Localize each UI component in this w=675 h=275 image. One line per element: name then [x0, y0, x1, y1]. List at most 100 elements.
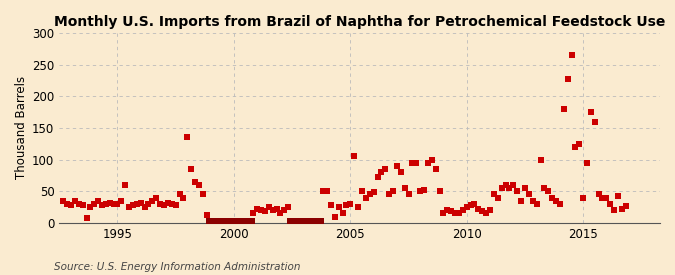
Point — [531, 202, 542, 206]
Point — [229, 221, 240, 225]
Point — [178, 195, 189, 200]
Point — [516, 199, 526, 203]
Point — [543, 189, 554, 193]
Point — [73, 202, 84, 206]
Point — [558, 107, 569, 111]
Point — [605, 202, 616, 206]
Point — [170, 203, 181, 207]
Point — [477, 209, 488, 214]
Point — [151, 195, 162, 200]
Point — [112, 202, 123, 206]
Point — [356, 189, 367, 193]
Title: Monthly U.S. Imports from Brazil of Naphtha for Petrochemical Feedstock Use: Monthly U.S. Imports from Brazil of Naph… — [54, 15, 666, 29]
Point — [508, 183, 518, 187]
Point — [244, 221, 255, 225]
Point — [582, 161, 593, 165]
Point — [159, 203, 169, 207]
Point — [372, 175, 383, 180]
Point — [182, 135, 193, 140]
Point — [105, 200, 115, 205]
Point — [136, 200, 146, 205]
Point — [119, 183, 130, 187]
Point — [325, 203, 336, 207]
Point — [554, 202, 565, 206]
Point — [562, 76, 573, 81]
Point — [302, 221, 313, 225]
Point — [589, 119, 600, 124]
Point — [423, 161, 433, 165]
Point — [92, 199, 103, 203]
Point — [166, 202, 177, 206]
Point — [535, 157, 546, 162]
Point — [349, 154, 360, 159]
Point — [190, 180, 200, 184]
Point — [132, 202, 142, 206]
Point — [70, 199, 80, 203]
Point — [338, 211, 348, 216]
Point — [387, 189, 398, 193]
Point — [352, 205, 363, 209]
Point — [384, 192, 395, 197]
Point — [473, 207, 484, 211]
Point — [465, 203, 476, 207]
Point — [221, 221, 232, 225]
Point — [520, 186, 531, 190]
Text: Source: U.S. Energy Information Administration: Source: U.S. Energy Information Administ… — [54, 262, 300, 272]
Point — [566, 53, 577, 57]
Point — [574, 142, 585, 146]
Point — [341, 203, 352, 207]
Point — [186, 167, 196, 171]
Point — [209, 221, 220, 225]
Point — [236, 221, 247, 225]
Point — [399, 186, 410, 190]
Point — [97, 203, 107, 207]
Point — [263, 205, 274, 209]
Point — [267, 208, 278, 212]
Point — [275, 211, 286, 216]
Point — [450, 211, 460, 216]
Point — [620, 204, 631, 208]
Point — [217, 221, 227, 225]
Point — [333, 205, 344, 209]
Point — [116, 199, 127, 203]
Point — [431, 167, 441, 171]
Point — [613, 194, 624, 199]
Point — [597, 195, 608, 200]
Point — [504, 186, 515, 190]
Point — [601, 195, 612, 200]
Point — [396, 170, 406, 174]
Point — [461, 205, 472, 209]
Point — [271, 207, 282, 211]
Point — [329, 214, 340, 219]
Point — [489, 192, 500, 197]
Point — [155, 202, 165, 206]
Point — [418, 188, 429, 192]
Point — [259, 209, 270, 214]
Point — [314, 221, 325, 225]
Point — [360, 195, 371, 200]
Point — [500, 183, 511, 187]
Y-axis label: Thousand Barrels: Thousand Barrels — [15, 76, 28, 180]
Point — [108, 202, 119, 206]
Point — [61, 202, 72, 206]
Point — [414, 189, 425, 193]
Point — [368, 190, 379, 195]
Point — [205, 221, 216, 225]
Point — [298, 221, 309, 225]
Point — [322, 189, 333, 193]
Point — [403, 192, 414, 197]
Point — [411, 161, 422, 165]
Point — [617, 207, 628, 211]
Point — [481, 211, 491, 216]
Point — [252, 207, 263, 211]
Point — [570, 145, 581, 149]
Point — [380, 167, 391, 171]
Point — [89, 202, 100, 206]
Point — [524, 192, 535, 197]
Point — [85, 205, 96, 209]
Point — [81, 216, 92, 220]
Point — [201, 213, 212, 218]
Point — [593, 192, 604, 197]
Point — [306, 221, 317, 225]
Point — [454, 211, 464, 215]
